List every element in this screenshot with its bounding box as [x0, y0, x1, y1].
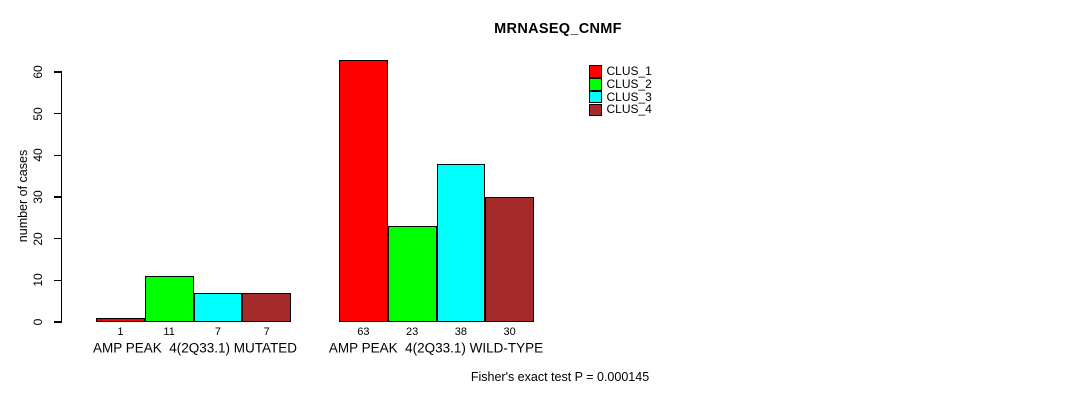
legend-label: CLUS_4	[606, 102, 652, 117]
bar-clus_4-group1	[242, 292, 291, 322]
chart-title: MRNASEQ_CNMF	[494, 21, 622, 37]
bar-clus_1-group1	[96, 317, 145, 322]
bar-clus_1-group2	[339, 59, 388, 322]
legend-label: CLUS_3	[606, 89, 652, 104]
bar-value-label: 30	[503, 326, 516, 338]
bar-value-label: 23	[406, 326, 419, 338]
y-tick-label: 0	[31, 318, 45, 326]
y-tick-mark	[54, 279, 62, 282]
legend-item-clus_2: CLUS_2	[589, 76, 652, 91]
x-category-label-mutated: AMP PEAK 4(2Q33.1) MUTATED	[92, 340, 298, 356]
bar-clus_3-group1	[193, 292, 243, 322]
legend-label: CLUS_2	[606, 76, 652, 91]
bar-value-label: 1	[117, 326, 124, 338]
legend-swatch-clus_1	[589, 65, 602, 78]
y-tick-mark	[54, 71, 62, 73]
legend-item-clus_1: CLUS_1	[589, 65, 652, 78]
legend-swatch-clus_4	[589, 103, 602, 116]
y-tick-label: 10	[31, 273, 45, 288]
y-tick-mark	[54, 154, 62, 157]
bar-value-label: 38	[454, 326, 467, 338]
y-tick-mark	[54, 196, 62, 198]
bar-value-label: 63	[357, 326, 370, 338]
bar-value-label: 7	[263, 326, 270, 338]
y-tick-mark	[54, 321, 62, 323]
legend-swatch-clus_3	[589, 90, 602, 104]
y-tick-label: 20	[31, 231, 45, 246]
legend-item-clus_4: CLUS_4	[589, 103, 652, 116]
y-tick-mark	[54, 237, 62, 240]
x-category-label-wild-type: AMP PEAK 4(2Q33.1) WILD-TYPE	[328, 340, 544, 356]
bar-value-label: 7	[214, 326, 221, 338]
bar-clus_2-group1	[144, 276, 194, 322]
bar-clus_4-group2	[485, 197, 534, 322]
legend-label: CLUS_1	[606, 64, 652, 78]
y-tick-label: 50	[31, 106, 45, 121]
bar-clus_3-group2	[436, 163, 486, 322]
fisher-test-annotation: Fisher's exact test P = 0.000145	[470, 370, 650, 384]
legend-item-clus_3: CLUS_3	[589, 89, 652, 104]
legend-swatch-clus_2	[589, 78, 602, 91]
bar-clus_2-group2	[387, 226, 437, 322]
bar-value-label: 11	[163, 326, 175, 338]
y-tick-label: 40	[31, 148, 45, 163]
y-tick-label: 60	[31, 65, 45, 79]
y-tick-label: 30	[31, 190, 45, 204]
y-tick-mark	[54, 112, 62, 115]
